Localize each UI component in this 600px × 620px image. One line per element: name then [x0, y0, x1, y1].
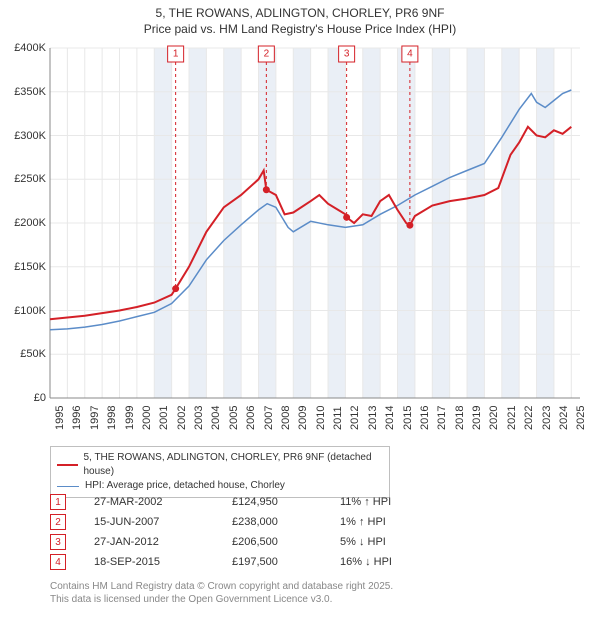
- y-tick-label: £350K: [14, 86, 46, 98]
- transaction-date: 15-JUN-2007: [94, 516, 204, 528]
- transaction-row: 3 27-JAN-2012 £206,500 5% ↓ HPI: [50, 532, 420, 552]
- legend-label: HPI: Average price, detached house, Chor…: [85, 479, 285, 493]
- x-tick-label: 2017: [436, 406, 448, 430]
- transaction-badge: 2: [50, 514, 66, 530]
- x-tick-label: 2015: [402, 406, 414, 430]
- x-tick-label: 2022: [523, 406, 535, 430]
- transactions-table: 1 27-MAR-2002 £124,950 11% ↑ HPI 2 15-JUN-200…: [50, 492, 420, 572]
- legend-swatch: [57, 464, 78, 466]
- x-tick-label: 2013: [367, 406, 379, 430]
- x-tick-label: 1996: [71, 406, 83, 430]
- y-tick-label: £250K: [14, 173, 46, 185]
- x-tick-label: 2002: [176, 406, 188, 430]
- transaction-delta: 11% ↑ HPI: [340, 496, 420, 508]
- transaction-badge: 1: [50, 494, 66, 510]
- x-tick-label: 2007: [263, 406, 275, 430]
- x-tick-label: 1995: [54, 406, 66, 430]
- y-tick-label: £150K: [14, 261, 46, 273]
- x-tick-label: 2012: [349, 406, 361, 430]
- y-tick-label: £200K: [14, 217, 46, 229]
- transaction-delta: 1% ↑ HPI: [340, 516, 420, 528]
- chart-svg: 1 2 3 4: [50, 48, 580, 398]
- legend-label: 5, THE ROWANS, ADLINGTON, CHORLEY, PR6 9…: [84, 451, 384, 479]
- x-tick-label: 2024: [558, 406, 570, 430]
- transaction-price: £206,500: [232, 536, 312, 548]
- footer-line-2: This data is licensed under the Open Gov…: [50, 593, 393, 606]
- title-line-2: Price paid vs. HM Land Registry's House …: [0, 22, 600, 38]
- y-tick-label: £300K: [14, 130, 46, 142]
- footer-line-1: Contains HM Land Registry data © Crown c…: [50, 580, 393, 593]
- footer-attribution: Contains HM Land Registry data © Crown c…: [50, 580, 393, 606]
- transaction-price: £124,950: [232, 496, 312, 508]
- transaction-row: 1 27-MAR-2002 £124,950 11% ↑ HPI: [50, 492, 420, 512]
- x-tick-label: 2010: [315, 406, 327, 430]
- legend-item: 5, THE ROWANS, ADLINGTON, CHORLEY, PR6 9…: [57, 451, 383, 479]
- x-tick-label: 2011: [332, 406, 344, 430]
- x-tick-label: 1998: [106, 406, 118, 430]
- transaction-delta: 5% ↓ HPI: [340, 536, 420, 548]
- transaction-date: 18-SEP-2015: [94, 556, 204, 568]
- transaction-delta: 16% ↓ HPI: [340, 556, 420, 568]
- legend-swatch: [57, 486, 79, 487]
- transaction-date: 27-JAN-2012: [94, 536, 204, 548]
- x-tick-label: 2016: [419, 406, 431, 430]
- x-tick-label: 2018: [454, 406, 466, 430]
- transaction-date: 27-MAR-2002: [94, 496, 204, 508]
- transaction-row: 2 15-JUN-2007 £238,000 1% ↑ HPI: [50, 512, 420, 532]
- transaction-price: £197,500: [232, 556, 312, 568]
- x-tick-label: 2023: [541, 406, 553, 430]
- y-axis: £0£50K£100K£150K£200K£250K£300K£350K£400…: [0, 48, 50, 398]
- transaction-badge: 3: [50, 534, 66, 550]
- x-tick-label: 2003: [193, 406, 205, 430]
- title-line-1: 5, THE ROWANS, ADLINGTON, CHORLEY, PR6 9…: [0, 6, 600, 22]
- chart-plot-area: 1 2 3 4: [50, 48, 580, 398]
- x-tick-label: 2000: [141, 406, 153, 430]
- x-tick-label: 2021: [506, 406, 518, 430]
- x-tick-label: 2005: [228, 406, 240, 430]
- y-tick-label: £400K: [14, 42, 46, 54]
- legend: 5, THE ROWANS, ADLINGTON, CHORLEY, PR6 9…: [50, 446, 390, 498]
- x-tick-label: 2001: [158, 406, 170, 430]
- x-tick-label: 1997: [89, 406, 101, 430]
- transaction-row: 4 18-SEP-2015 £197,500 16% ↓ HPI: [50, 552, 420, 572]
- y-tick-label: £0: [34, 392, 46, 404]
- x-axis: 1995 1996 1997 1998 1999 2000 2001 2002 2003 2004…: [50, 398, 580, 448]
- y-tick-label: £50K: [20, 348, 46, 360]
- svg-text:3: 3: [344, 49, 350, 60]
- transaction-badge: 4: [50, 554, 66, 570]
- x-tick-label: 2014: [384, 406, 396, 430]
- x-tick-label: 2008: [280, 406, 292, 430]
- transaction-price: £238,000: [232, 516, 312, 528]
- x-tick-label: 2009: [297, 406, 309, 430]
- x-tick-label: 1999: [124, 406, 136, 430]
- y-tick-label: £100K: [14, 305, 46, 317]
- x-tick-label: 2006: [245, 406, 257, 430]
- x-tick-label: 2020: [488, 406, 500, 430]
- svg-text:1: 1: [173, 49, 179, 60]
- svg-text:2: 2: [264, 49, 270, 60]
- chart-title: 5, THE ROWANS, ADLINGTON, CHORLEY, PR6 9…: [0, 0, 600, 37]
- x-tick-label: 2019: [471, 406, 483, 430]
- svg-text:4: 4: [407, 49, 413, 60]
- x-tick-label: 2025: [575, 406, 587, 430]
- legend-item: HPI: Average price, detached house, Chor…: [57, 479, 383, 493]
- x-tick-label: 2004: [210, 406, 222, 430]
